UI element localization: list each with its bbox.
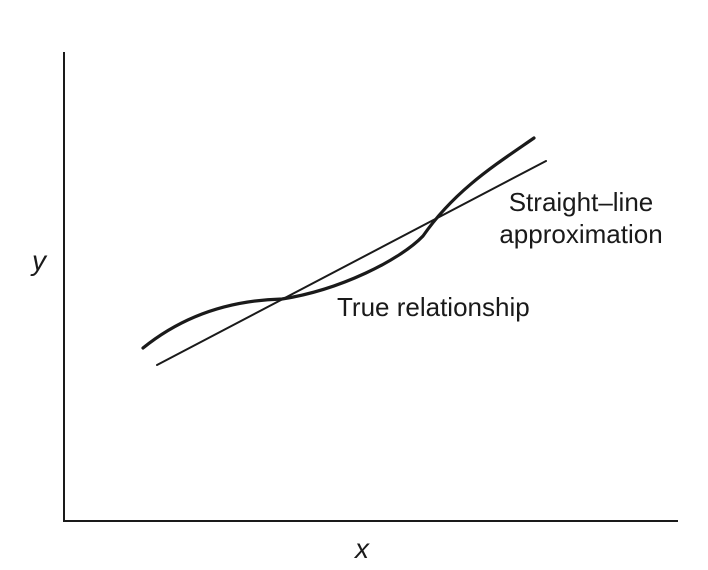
- true-relationship-label: True relationship: [337, 292, 530, 322]
- straight-line-approximation: [157, 161, 546, 365]
- y-axis-label: y: [30, 245, 48, 276]
- straight-line-approximation-label: Straight–line: [509, 187, 654, 217]
- x-axis-label: x: [353, 533, 370, 564]
- straight-line-approximation-label-line2: approximation: [499, 219, 662, 249]
